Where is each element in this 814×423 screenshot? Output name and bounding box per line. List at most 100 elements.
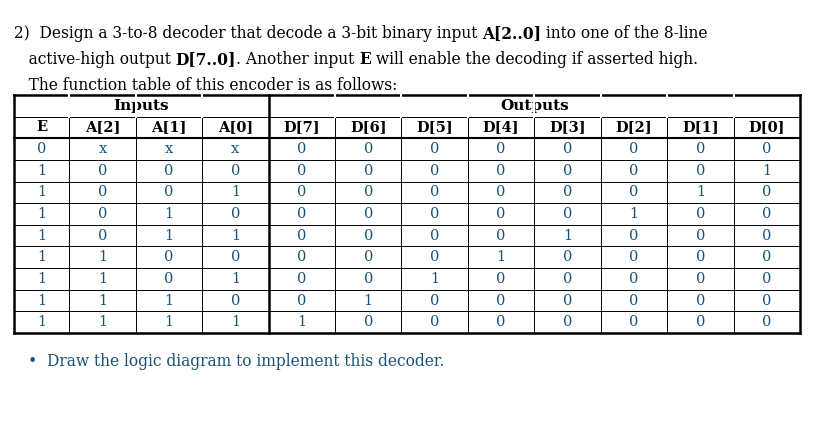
Text: 1: 1 xyxy=(37,229,46,243)
Text: 0: 0 xyxy=(230,164,240,178)
Text: 0: 0 xyxy=(230,294,240,308)
Text: 1: 1 xyxy=(37,185,46,199)
Text: A[2..0]: A[2..0] xyxy=(482,25,541,42)
Text: 0: 0 xyxy=(364,272,373,286)
Text: 0: 0 xyxy=(497,164,505,178)
Text: 1: 1 xyxy=(297,315,306,329)
Text: D[4]: D[4] xyxy=(483,121,519,135)
Text: 0: 0 xyxy=(629,250,639,264)
Text: 0: 0 xyxy=(37,142,46,156)
Text: 0: 0 xyxy=(696,142,705,156)
Text: 0: 0 xyxy=(430,185,440,199)
Text: 0: 0 xyxy=(430,294,440,308)
Text: 0: 0 xyxy=(98,185,107,199)
Text: will enable the decoding if asserted high.: will enable the decoding if asserted hig… xyxy=(371,51,698,68)
Text: 0: 0 xyxy=(364,142,373,156)
Text: 0: 0 xyxy=(629,272,639,286)
Text: 0: 0 xyxy=(497,142,505,156)
Text: 0: 0 xyxy=(297,272,307,286)
Text: 1: 1 xyxy=(98,315,107,329)
Text: 0: 0 xyxy=(762,229,772,243)
Text: 0: 0 xyxy=(629,164,639,178)
Text: 0: 0 xyxy=(696,272,705,286)
Text: 1: 1 xyxy=(629,207,638,221)
Text: x: x xyxy=(165,142,173,156)
Text: . Another input: . Another input xyxy=(236,51,359,68)
Text: 0: 0 xyxy=(430,315,440,329)
Text: 0: 0 xyxy=(762,315,772,329)
Text: 0: 0 xyxy=(696,315,705,329)
Text: D[0]: D[0] xyxy=(749,121,785,135)
Text: 1: 1 xyxy=(563,229,572,243)
Text: active-high output: active-high output xyxy=(14,51,176,68)
Text: 0: 0 xyxy=(497,185,505,199)
Text: The function table of this encoder is as follows:: The function table of this encoder is as… xyxy=(14,77,397,94)
Text: D[5]: D[5] xyxy=(416,121,453,135)
Text: 0: 0 xyxy=(164,272,173,286)
Text: 0: 0 xyxy=(497,207,505,221)
Text: 1: 1 xyxy=(762,164,772,178)
Text: 0: 0 xyxy=(629,185,639,199)
Text: 0: 0 xyxy=(164,185,173,199)
Text: 0: 0 xyxy=(297,164,307,178)
Text: 0: 0 xyxy=(762,250,772,264)
Text: 1: 1 xyxy=(164,207,173,221)
Text: 0: 0 xyxy=(562,142,572,156)
Text: 1: 1 xyxy=(37,164,46,178)
Text: 0: 0 xyxy=(696,207,705,221)
Text: 0: 0 xyxy=(364,229,373,243)
Text: 2)  Design a 3-to-8 decoder that decode a 3-bit binary input: 2) Design a 3-to-8 decoder that decode a… xyxy=(14,25,482,42)
Text: 1: 1 xyxy=(98,250,107,264)
Text: 0: 0 xyxy=(98,207,107,221)
Text: 1: 1 xyxy=(364,294,373,308)
Text: 0: 0 xyxy=(762,272,772,286)
Text: 0: 0 xyxy=(562,185,572,199)
Text: x: x xyxy=(231,142,239,156)
Text: 0: 0 xyxy=(629,315,639,329)
Text: 0: 0 xyxy=(430,229,440,243)
Text: 0: 0 xyxy=(562,164,572,178)
Text: 0: 0 xyxy=(562,272,572,286)
Text: 1: 1 xyxy=(430,272,440,286)
Text: 0: 0 xyxy=(230,250,240,264)
Text: 1: 1 xyxy=(37,272,46,286)
Text: 0: 0 xyxy=(762,294,772,308)
Text: 0: 0 xyxy=(430,142,440,156)
Text: 0: 0 xyxy=(297,229,307,243)
Text: E: E xyxy=(36,121,47,135)
Text: Inputs: Inputs xyxy=(113,99,169,113)
Text: 1: 1 xyxy=(231,272,240,286)
Text: 0: 0 xyxy=(164,164,173,178)
Text: 0: 0 xyxy=(696,164,705,178)
Text: 1: 1 xyxy=(37,315,46,329)
Text: 0: 0 xyxy=(364,207,373,221)
Text: 0: 0 xyxy=(762,185,772,199)
Text: 1: 1 xyxy=(696,185,705,199)
Text: 0: 0 xyxy=(629,294,639,308)
Text: 1: 1 xyxy=(231,315,240,329)
Text: 1: 1 xyxy=(164,229,173,243)
Text: 0: 0 xyxy=(497,315,505,329)
Text: A[2]: A[2] xyxy=(85,121,120,135)
Text: 0: 0 xyxy=(430,164,440,178)
Text: 0: 0 xyxy=(696,229,705,243)
Text: 0: 0 xyxy=(364,315,373,329)
Text: 1: 1 xyxy=(98,294,107,308)
Text: 0: 0 xyxy=(364,250,373,264)
Text: 0: 0 xyxy=(430,207,440,221)
Text: 1: 1 xyxy=(164,315,173,329)
Text: 0: 0 xyxy=(629,142,639,156)
Text: 0: 0 xyxy=(497,294,505,308)
Text: 0: 0 xyxy=(297,142,307,156)
Text: •  Draw the logic diagram to implement this decoder.: • Draw the logic diagram to implement th… xyxy=(28,352,444,370)
Text: D[7]: D[7] xyxy=(283,121,320,135)
Text: 0: 0 xyxy=(297,294,307,308)
Text: 0: 0 xyxy=(562,315,572,329)
Text: x: x xyxy=(98,142,107,156)
Text: 0: 0 xyxy=(364,185,373,199)
Text: 0: 0 xyxy=(762,207,772,221)
Text: 0: 0 xyxy=(164,250,173,264)
Text: 0: 0 xyxy=(562,294,572,308)
Text: 0: 0 xyxy=(497,229,505,243)
Text: 1: 1 xyxy=(231,229,240,243)
